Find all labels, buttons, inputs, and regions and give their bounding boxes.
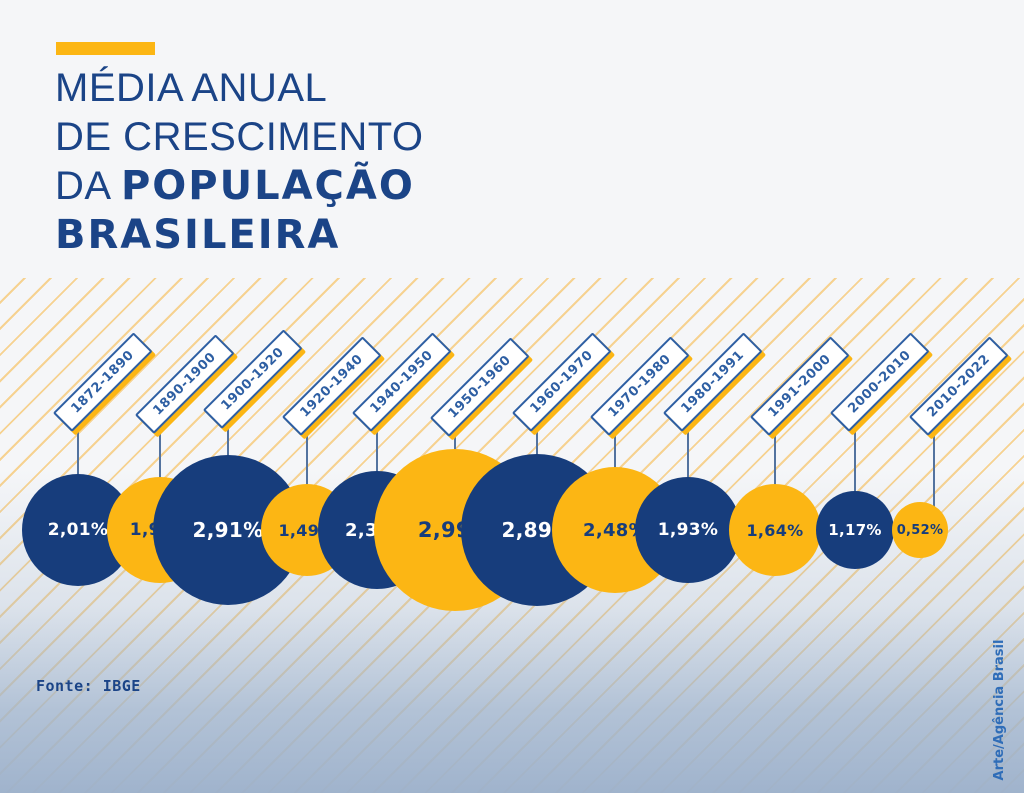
connector-line [376, 432, 378, 477]
connector-line [77, 432, 79, 480]
connector-line [159, 434, 161, 483]
value-label: 2,48% [583, 519, 647, 541]
bubble: 0,52% [892, 502, 948, 558]
connector-line [227, 429, 229, 461]
value-label: 0,52% [896, 522, 944, 538]
connector-line [854, 432, 856, 497]
bubble: 1,17% [816, 491, 894, 569]
connector-line [774, 436, 776, 490]
title-line1: MÉDIA ANUAL [55, 66, 328, 110]
bubble: 1,93% [635, 477, 741, 583]
value-label: 1,64% [746, 520, 804, 540]
bubble: 1,64% [729, 484, 821, 576]
value-label: 2,01% [47, 520, 109, 540]
connector-line [614, 436, 616, 473]
source-label: Fonte: IBGE [36, 677, 141, 695]
value-label: 1,93% [657, 520, 719, 540]
connector-line [536, 432, 538, 460]
title-line3-bold: POPULAÇÃO [120, 163, 415, 209]
value-label: 2,91% [192, 518, 264, 542]
credit-label: Arte/Agência Brasil [992, 639, 1007, 781]
value-label: 1,17% [828, 521, 882, 539]
connector-line [306, 436, 308, 490]
page-title: MÉDIA ANUAL DE CRESCIMENTO DA POPULAÇÃO … [55, 64, 424, 260]
connector-line [454, 437, 456, 455]
connector-line [933, 436, 935, 512]
title-accent-bar [56, 42, 155, 55]
connector-line [687, 432, 689, 483]
title-line4-bold: BRASILEIRA [55, 212, 341, 258]
title-line3-prefix: DA [55, 164, 121, 208]
title-line2: DE CRESCIMENTO [55, 115, 424, 159]
